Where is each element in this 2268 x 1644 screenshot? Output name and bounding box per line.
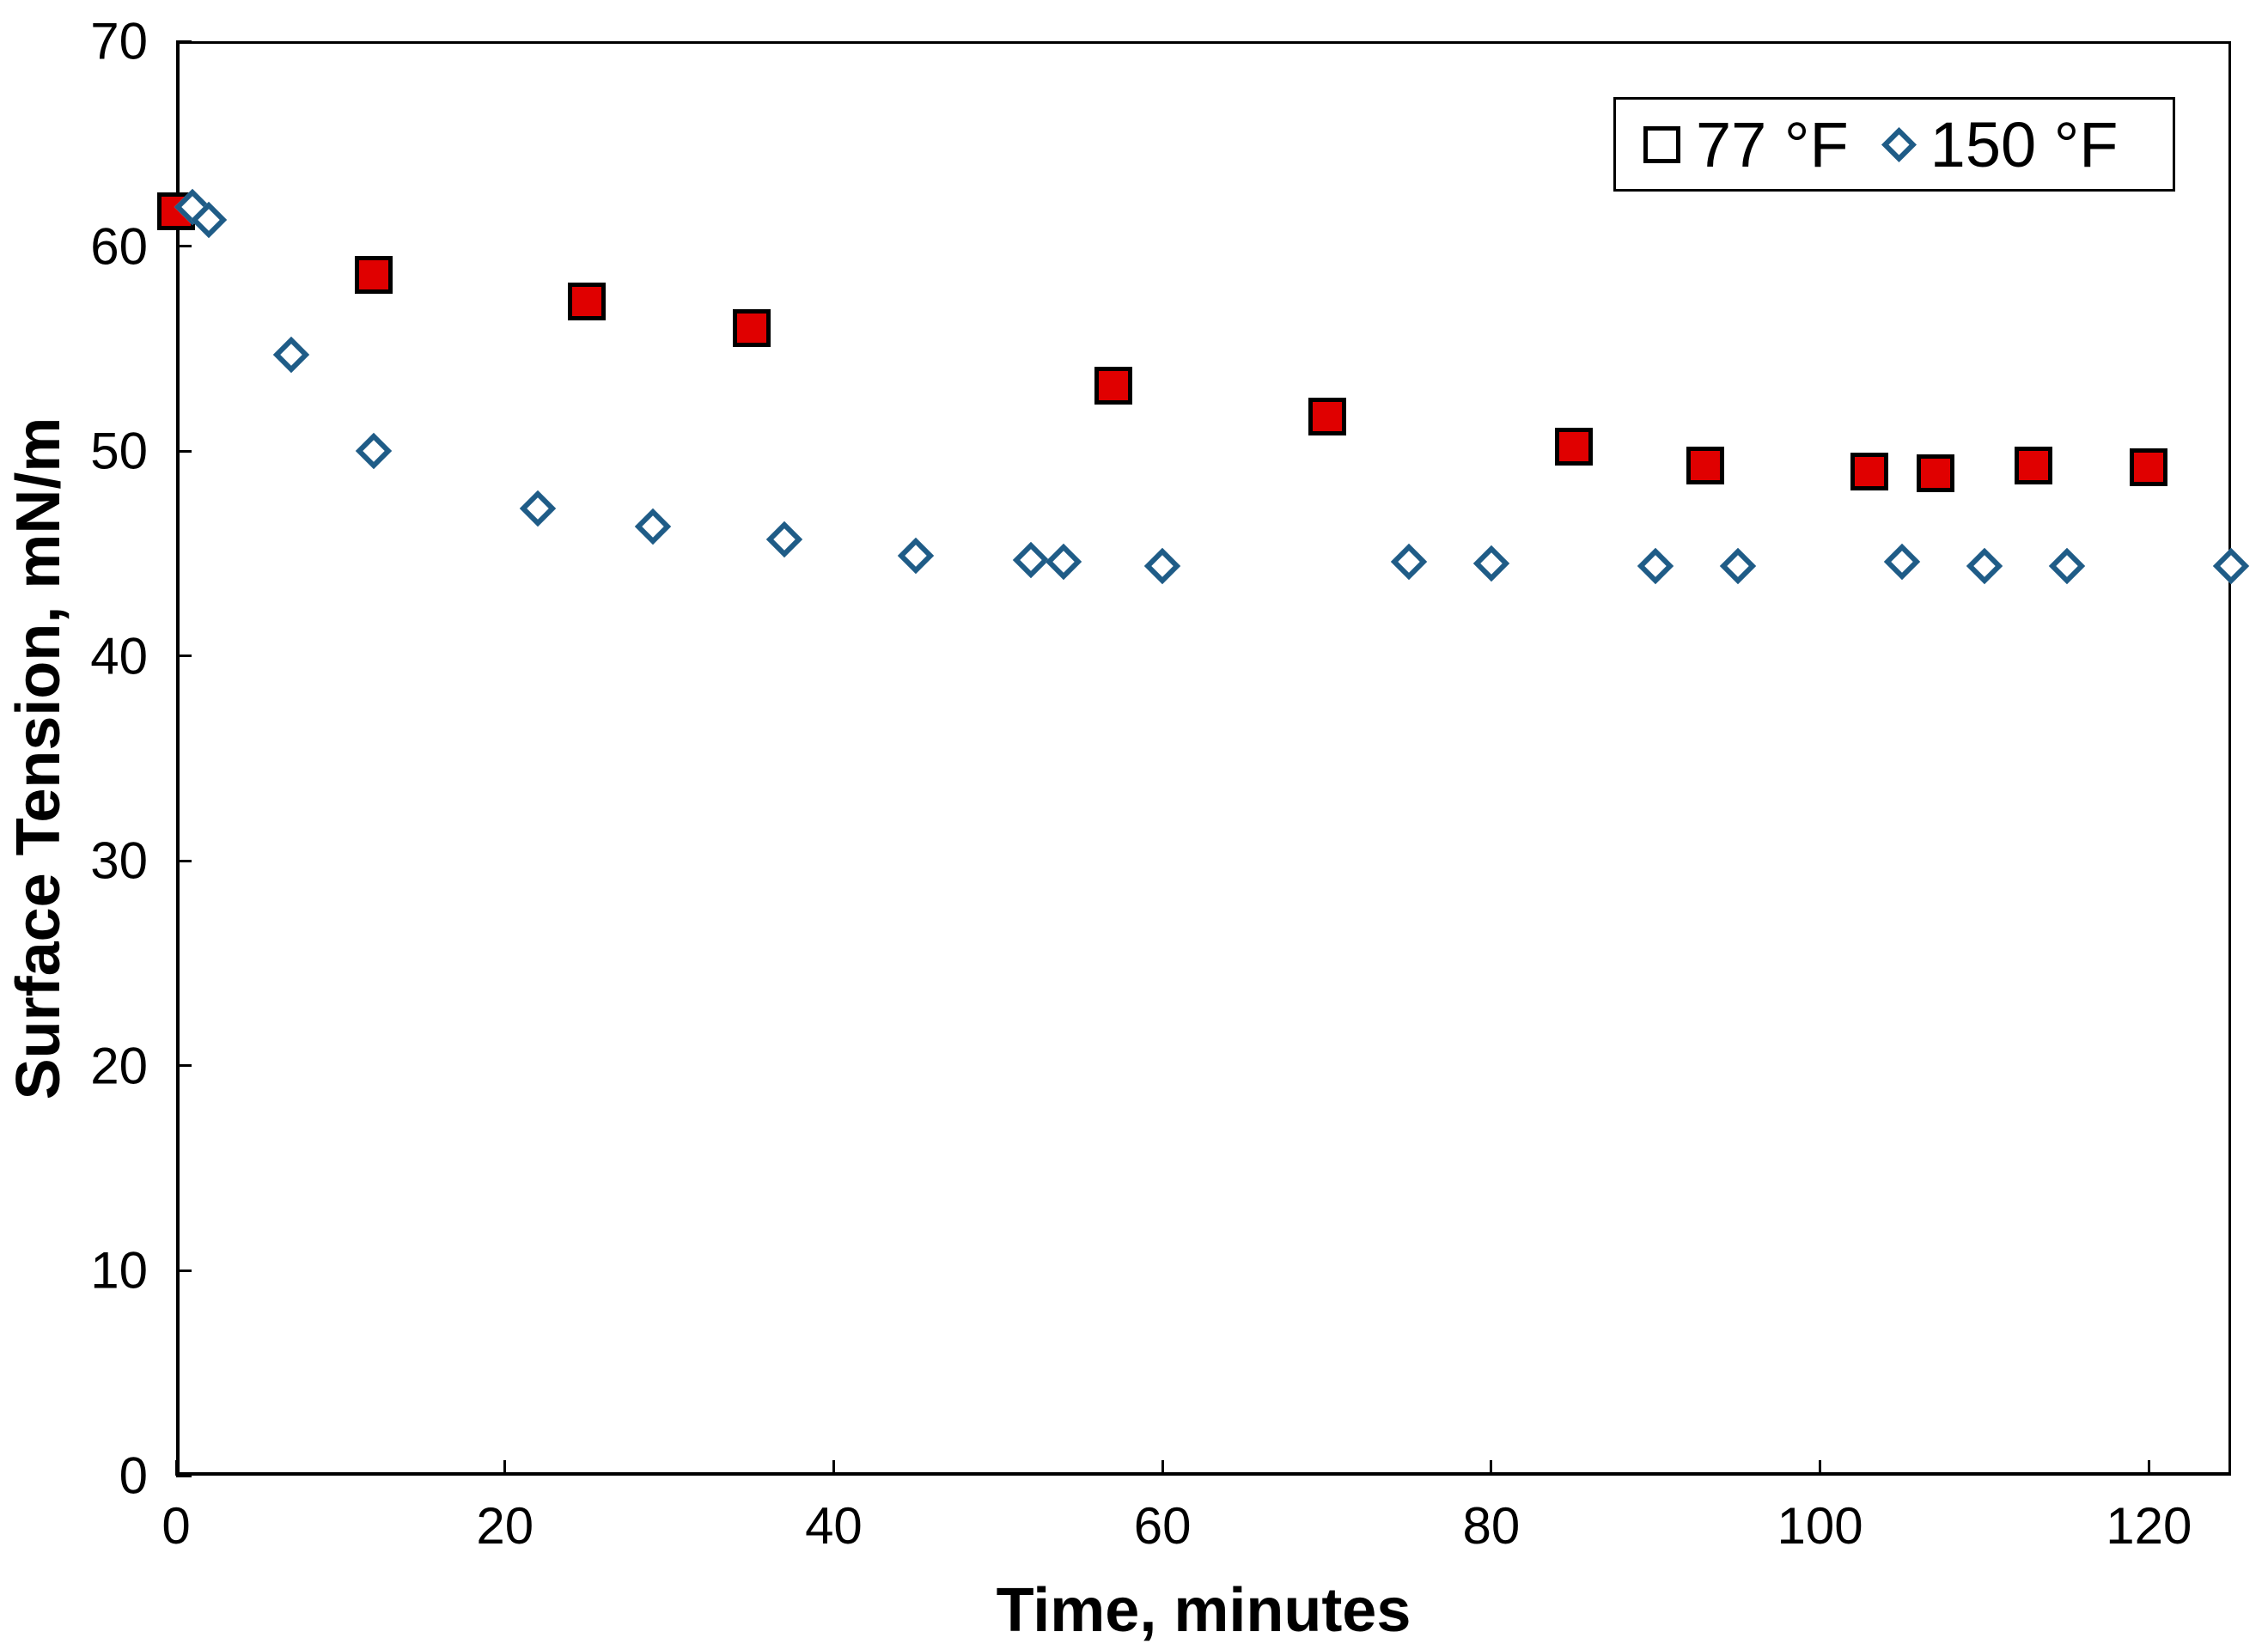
data-point-77f-square (732, 309, 771, 347)
y-tick-label: 10 (90, 1241, 148, 1300)
y-tick (176, 449, 192, 453)
y-tick (176, 40, 192, 43)
legend: 77 °F 150 °F (1613, 97, 2175, 192)
x-tick (1490, 1460, 1493, 1476)
y-tick-label: 60 (90, 217, 148, 276)
x-tick (832, 1460, 835, 1476)
x-tick-label: 120 (2106, 1497, 2192, 1555)
y-tick-label: 0 (119, 1446, 148, 1505)
x-tick (1819, 1460, 1822, 1476)
y-axis-title: Surface Tension, mN/m (4, 417, 73, 1100)
data-point-77f-square (2015, 446, 2053, 484)
x-tick (1161, 1460, 1164, 1476)
x-tick (2147, 1460, 2150, 1476)
x-axis-title: Time, minutes (996, 1576, 1411, 1644)
data-point-77f-square (568, 282, 607, 320)
x-tick-label: 0 (162, 1497, 191, 1555)
x-tick-label: 40 (805, 1497, 863, 1555)
data-point-77f-square (1094, 366, 1132, 405)
data-point-77f-square (354, 255, 393, 294)
y-tick (176, 245, 192, 248)
legend-150f-diamond-icon (1881, 126, 1917, 162)
data-point-77f-square (1554, 428, 1593, 466)
data-point-77f-square (1308, 397, 1346, 435)
y-tick (176, 1269, 192, 1272)
data-point-77f-square (1686, 446, 1724, 484)
data-point-77f-square (1916, 454, 1954, 493)
x-tick-label: 20 (476, 1497, 534, 1555)
y-tick-label: 20 (90, 1037, 148, 1095)
legend-77f-square-icon (1643, 125, 1680, 163)
y-tick-label: 40 (90, 627, 148, 685)
x-tick-label: 100 (1777, 1497, 1863, 1555)
data-point-77f-square (2130, 448, 2168, 487)
plot-area (176, 41, 2231, 1476)
y-tick (176, 859, 192, 862)
y-tick (176, 1064, 192, 1068)
x-tick-label: 60 (1133, 1497, 1192, 1555)
y-tick-label: 70 (90, 12, 148, 70)
data-point-77f-square (1850, 453, 1888, 490)
legend-label-77f: 77 °F (1696, 108, 1849, 180)
x-tick-label: 80 (1462, 1497, 1521, 1555)
x-tick (174, 1460, 178, 1476)
legend-label-150f: 150 °F (1930, 108, 2119, 180)
y-tick-label: 30 (90, 831, 148, 890)
y-tick (176, 655, 192, 658)
y-tick-label: 50 (90, 422, 148, 480)
y-tick (176, 1474, 192, 1477)
x-tick (503, 1460, 507, 1476)
